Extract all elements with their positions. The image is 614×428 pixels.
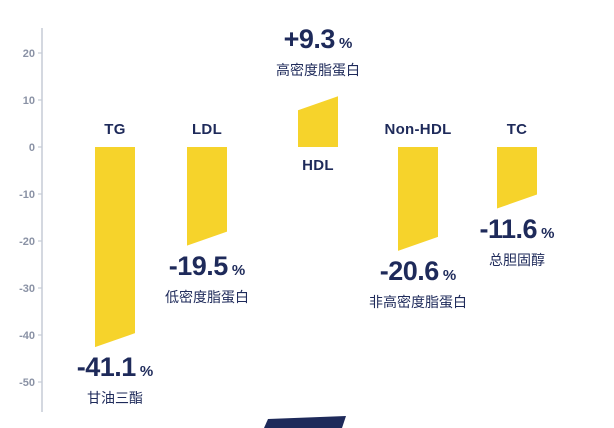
bar-TG (95, 147, 135, 348)
footer-shape (264, 416, 346, 428)
bar-Non-HDL (398, 147, 438, 251)
percent-sign: % (438, 266, 457, 284)
value-number: -11.6 (479, 213, 538, 244)
value-label-TC: -11.6 % (437, 214, 597, 245)
y-tick-label--10: -10 (19, 189, 35, 201)
value-label-LDL: -19.5 % (127, 251, 287, 282)
category-label-HDL: HDL (302, 157, 334, 174)
y-tick-label--40: -40 (19, 330, 35, 342)
y-tick-label-10: 10 (23, 95, 35, 107)
category-label-TG: TG (104, 121, 126, 138)
y-tick-label--20: -20 (19, 236, 35, 248)
category-label-TC: TC (506, 121, 528, 138)
bar-HDL (298, 96, 338, 147)
value-label-Non-HDL: -20.6 % (338, 256, 498, 287)
category-label-Non-HDL: Non-HDL (384, 121, 452, 138)
value-number: -19.5 (168, 250, 229, 281)
y-tick-label-20: 20 (23, 48, 35, 60)
bar-LDL (187, 147, 227, 246)
y-tick-label--30: -30 (19, 283, 35, 295)
percent-sign: % (537, 224, 555, 242)
y-tick-label--50: -50 (19, 377, 35, 389)
percent-sign: % (334, 35, 353, 53)
value-label-TG: -41.1 % (35, 352, 195, 383)
sub-label-LDL: 低密度脂蛋白 (165, 288, 249, 305)
value-number: -20.6 (379, 255, 440, 286)
value-number: -41.1 (76, 352, 137, 383)
percent-sign: % (227, 261, 246, 279)
sub-label-Non-HDL: 非高密度脂蛋白 (369, 293, 467, 310)
category-label-LDL: LDL (191, 121, 223, 138)
percent-sign: % (135, 363, 154, 381)
bar-TC (497, 147, 537, 209)
sub-label-TC: 总胆固醇 (489, 251, 545, 268)
y-tick-label-0: 0 (29, 142, 35, 154)
sub-label-TG: 甘油三酯 (87, 390, 143, 407)
sub-label-HDL: 高密度脂蛋白 (276, 62, 360, 79)
value-label-HDL: +9.3 % (238, 24, 398, 55)
value-number: +9.3 (283, 24, 336, 55)
